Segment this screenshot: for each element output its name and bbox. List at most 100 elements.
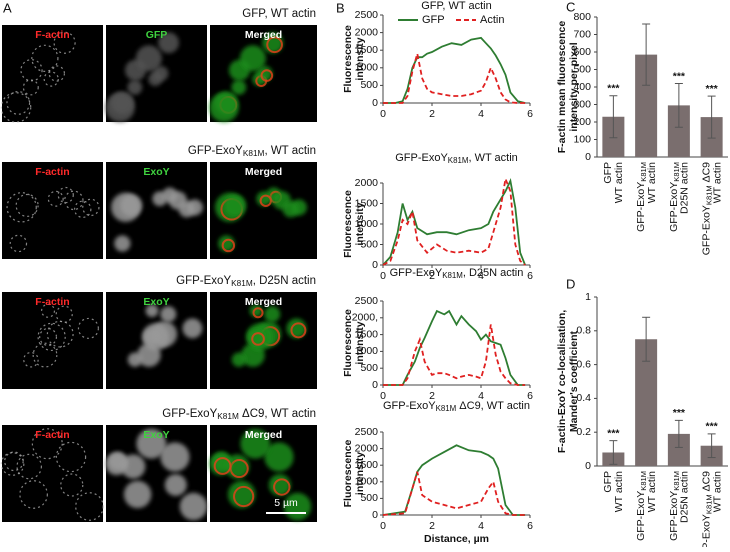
error-bar [707, 433, 716, 459]
y-axis-label: intensity [354, 202, 366, 245]
tile-label: Merged [245, 166, 282, 178]
tile-label: Merged [245, 429, 282, 441]
cell-edge [41, 303, 56, 318]
cell [264, 306, 281, 323]
legend-label: GFP [422, 14, 445, 26]
x-tick-label: GFP-ExoYK81M ΔC9 [700, 162, 713, 255]
text-part: K81M [705, 185, 714, 205]
micrograph [209, 425, 317, 522]
legend-box [396, 13, 511, 27]
cell-edge [266, 36, 283, 54]
cell-edge [48, 65, 66, 82]
cell [282, 201, 299, 218]
y-tick-label: 0.4 [576, 392, 591, 404]
chart-title: GFP-ExoYK81M, D25N actin [390, 267, 524, 280]
x-tick-label: 0 [380, 270, 386, 282]
cell [127, 79, 143, 95]
cell-edge [82, 198, 100, 217]
cell-edge [260, 69, 274, 82]
text-part: GFP-ExoY [668, 182, 680, 232]
cell [239, 45, 266, 72]
cell-edge [43, 71, 59, 87]
cell [227, 480, 256, 509]
y-axis-label: intensity per pixel [568, 42, 580, 131]
x-axis-label: Distance, µm [424, 533, 489, 545]
x-tick-label: WT actin [711, 471, 723, 512]
cell-edge [213, 457, 232, 475]
x-tick-label: 6 [527, 520, 533, 532]
y-tick-label: 2500 [355, 295, 379, 307]
x-tick-label: 4 [478, 270, 484, 282]
cell [123, 480, 152, 509]
cell [105, 452, 128, 476]
cell [231, 352, 247, 367]
cell [164, 474, 187, 497]
x-tick-label: GFP-ExoYK81M [668, 162, 681, 232]
micrograph [106, 292, 207, 389]
tile-label: ExoY [143, 166, 169, 178]
significance: *** [607, 427, 620, 439]
y-tick-label: 0 [372, 97, 378, 109]
panel-letter: C [566, 0, 575, 14]
cell-edge [31, 44, 59, 72]
cell-edge [233, 485, 255, 508]
y-tick-label: 0 [372, 509, 378, 521]
row-title: GFP, WT actin [242, 8, 316, 20]
y-tick-label: 2000, [352, 312, 378, 324]
cell-edge [20, 59, 43, 82]
error-bar [674, 83, 683, 128]
y-axis-label: F-actin mean fluorescence [556, 21, 568, 154]
y-tick-label: 700 [573, 28, 591, 40]
scale-bar-label: 5 µm [274, 497, 298, 509]
y-tick-label: 0 [372, 259, 378, 271]
x-tick-label: 6 [527, 108, 533, 120]
y-tick-label: 500 [360, 362, 378, 374]
text-part: GFP-ExoY [700, 514, 712, 547]
tile-label: F-actin [35, 429, 69, 441]
x-tick-label: 2 [429, 390, 435, 402]
y-tick-label: 400 [573, 81, 591, 93]
micrograph [2, 162, 103, 259]
text-part: ΔC9 [700, 162, 712, 186]
bar [635, 339, 658, 466]
y-tick-label: 500 [360, 238, 378, 250]
x-tick-label: WT actin [613, 162, 625, 203]
y-tick-label: 800 [573, 11, 591, 23]
cell [160, 306, 177, 323]
text-part: K81M [243, 149, 265, 158]
text-part: GFP-ExoY [188, 145, 243, 157]
x-tick-label: WT actin [646, 471, 658, 512]
x-tick-label: 4 [478, 520, 484, 532]
x-tick-label: WT actin [711, 162, 723, 203]
text-part: K81M [672, 471, 681, 491]
series-line [382, 178, 526, 266]
y-axis-label: intensity [354, 37, 366, 80]
cell-edge [15, 193, 39, 217]
x-tick-label: GFP-ExoYK81M [668, 471, 681, 541]
cell-edge [64, 190, 84, 211]
series-line [383, 309, 526, 386]
x-tick-label: 6 [527, 270, 533, 282]
y-tick-label: 0.6 [576, 358, 591, 370]
text-part: GFP-ExoY [700, 205, 712, 255]
text-part: K81M [217, 412, 239, 421]
significance: *** [673, 70, 686, 82]
series-line [383, 53, 526, 104]
x-tick-label: 0 [380, 108, 386, 120]
text-part: , D25N actin [253, 275, 316, 287]
cell-edge [6, 192, 37, 223]
cell-edge [47, 190, 64, 207]
chart-title: GFP-ExoYK81M ΔC9, WT actin [383, 400, 530, 413]
y-axis-label: F-actin-ExoY co-localisation, [556, 310, 568, 453]
x-tick-label: 4 [478, 390, 484, 402]
x-tick-label: 6 [527, 390, 533, 402]
micrograph [105, 425, 208, 522]
cell [224, 194, 247, 217]
series-line [382, 444, 526, 516]
text-part: GFP-ExoY [395, 152, 448, 164]
error-bar [642, 23, 651, 86]
y-axis-label: intensity [354, 452, 366, 495]
x-tick-label: GFP-ExoYK81M ΔC9 [700, 471, 713, 547]
y-tick-label: 1 [585, 291, 591, 303]
